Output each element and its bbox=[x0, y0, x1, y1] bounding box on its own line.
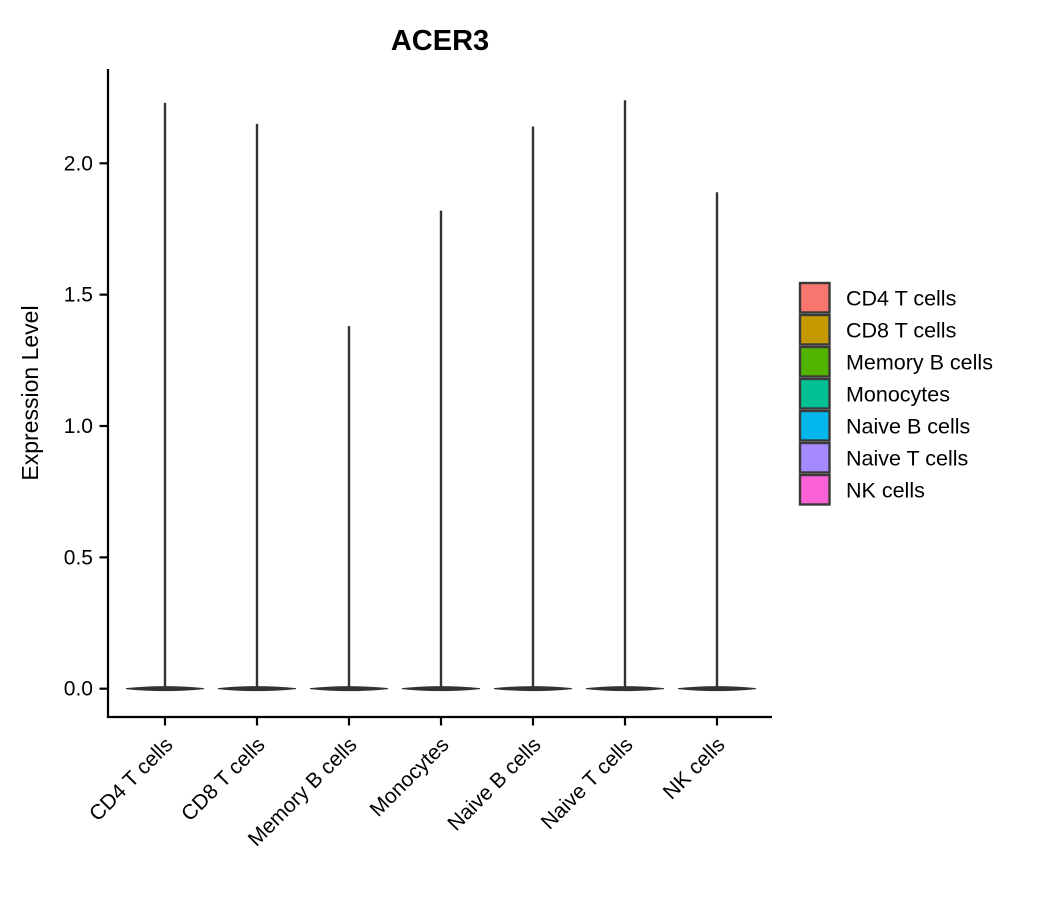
legend-label: CD4 T cells bbox=[846, 286, 956, 310]
legend: CD4 T cells CD8 T cells Memory B cells Mono… bbox=[798, 281, 993, 506]
legend-swatch bbox=[798, 313, 831, 346]
legend-item: Memory B cells bbox=[798, 345, 993, 378]
violin-zero-bulge bbox=[585, 686, 665, 692]
violin-zero-bulge bbox=[125, 686, 205, 692]
violin-zero-bulge bbox=[401, 686, 481, 692]
y-tick-label: 2.0 bbox=[64, 152, 93, 175]
axes-layer bbox=[106, 69, 772, 719]
legend-label: Naive T cells bbox=[846, 446, 968, 470]
y-tick-label: 1.5 bbox=[64, 284, 93, 307]
x-tick-label: CD4 T cells bbox=[85, 733, 177, 825]
x-tick-label: Naive T cells bbox=[537, 733, 638, 834]
legend-swatch bbox=[798, 377, 831, 410]
violins-layer bbox=[125, 100, 757, 692]
violin-zero-bulge bbox=[217, 686, 297, 692]
legend-swatch bbox=[798, 281, 831, 314]
legend-item: Naive T cells bbox=[798, 441, 968, 474]
y-tick-label: 1.0 bbox=[64, 415, 93, 438]
legend-swatch bbox=[798, 345, 831, 378]
chart-title: ACER3 bbox=[391, 25, 489, 57]
x-tick-label: NK cells bbox=[659, 733, 730, 804]
violin-zero-bulge bbox=[309, 686, 389, 692]
x-tick-label: Monocytes bbox=[365, 733, 453, 821]
x-tick-label: CD8 T cells bbox=[177, 733, 269, 825]
legend-item: CD8 T cells bbox=[798, 313, 956, 346]
legend-item: NK cells bbox=[798, 473, 925, 506]
y-ticks-layer: 0.0 0.5 1.0 1.5 2.0 bbox=[64, 152, 108, 701]
x-tick-label: Naive B cells bbox=[443, 733, 545, 835]
legend-label: Memory B cells bbox=[846, 350, 993, 374]
legend-item: Monocytes bbox=[798, 377, 950, 410]
violin-zero-bulge bbox=[493, 686, 573, 692]
legend-label: CD8 T cells bbox=[846, 318, 956, 342]
legend-label: Monocytes bbox=[846, 382, 950, 406]
y-tick-label: 0.0 bbox=[64, 678, 93, 701]
y-axis-label: Expression Level bbox=[17, 305, 43, 480]
legend-swatch bbox=[798, 473, 831, 506]
legend-swatch bbox=[798, 441, 831, 474]
violin-zero-bulge bbox=[677, 686, 757, 692]
legend-item: CD4 T cells bbox=[798, 281, 956, 314]
legend-label: NK cells bbox=[846, 478, 925, 502]
legend-swatch bbox=[798, 409, 831, 442]
legend-label: Naive B cells bbox=[846, 414, 970, 438]
legend-item: Naive B cells bbox=[798, 409, 970, 442]
y-tick-label: 0.5 bbox=[64, 546, 93, 569]
